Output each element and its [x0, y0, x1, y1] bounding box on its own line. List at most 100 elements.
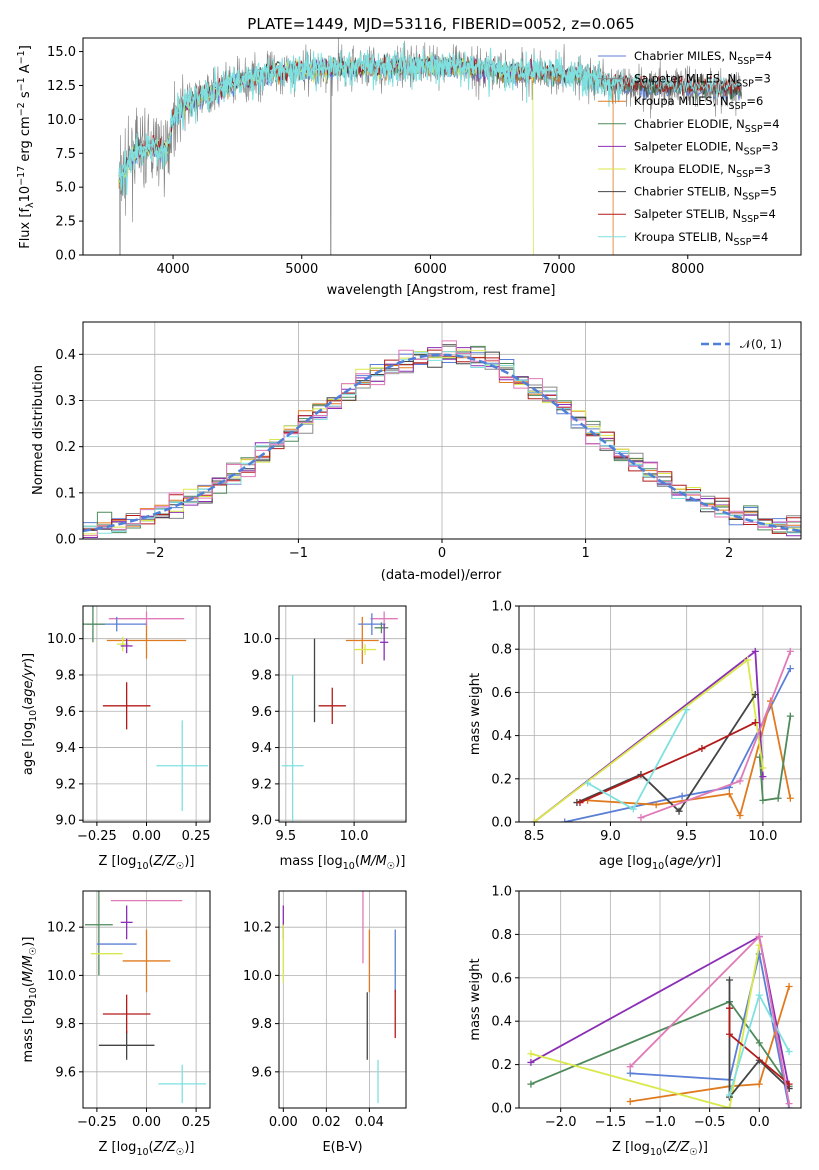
weight-marker-kroupa_stelib	[755, 991, 763, 999]
y-tick-label: 9.6	[251, 705, 272, 720]
x-axis-label: Z [log10(Z/Z☉)]	[612, 1140, 708, 1158]
normal-curve	[83, 353, 801, 533]
y-tick-label: 9.8	[55, 668, 76, 683]
y-tick-label: 0.4	[491, 729, 512, 744]
y-tick-label: 9.8	[55, 1017, 76, 1032]
weight-marker-kroupa_elodie	[759, 764, 767, 772]
y-tick-label: 10.0	[47, 113, 76, 128]
weight-line-kroupa_elodie	[530, 945, 761, 1108]
y-tick-label: 0.6	[491, 686, 512, 701]
y-tick-label: 9.4	[251, 741, 272, 756]
plot-area	[83, 606, 209, 812]
x-tick-label: 9.0	[600, 829, 621, 844]
panel-age-vs-Z: −0.25 0.00 0.25 9.0 9.2 9.4 9.6 9.8 10.0	[47, 605, 211, 844]
y-tick-label: 9.0	[251, 814, 272, 829]
x-tick-label: 10.0	[340, 829, 369, 844]
legend-entry: Salpeter MILES, NSSP=3	[634, 72, 771, 90]
x-tick-label: −0.5	[694, 1115, 726, 1130]
weight-marker-kroupa_elodie	[726, 1104, 734, 1108]
x-tick-label: 0.25	[182, 829, 211, 844]
x-axis-label: (data-model)/error	[381, 568, 502, 583]
y-axis-label: mass weight	[468, 958, 483, 1040]
weight-marker-chabrier_elodie	[755, 1039, 763, 1047]
chart-title: PLATE=1449, MJD=53116, FIBERID=0052, z=0…	[247, 15, 634, 33]
y-tick-label: 9.6	[55, 705, 76, 720]
y-tick-label: 10.0	[47, 632, 76, 647]
y-tick-label: 0.0	[55, 249, 76, 264]
y-tick-label: 10.0	[47, 969, 76, 984]
y-tick-label: 2.5	[55, 215, 76, 230]
axes-frame	[82, 37, 802, 256]
weight-marker-chabrier_stelib	[726, 976, 734, 984]
weight-marker-kroupa_elodie	[527, 1050, 535, 1058]
y-tick-label: 9.8	[251, 1017, 272, 1032]
x-tick-label: 8.5	[524, 829, 545, 844]
y-tick-label: 9.6	[55, 1065, 76, 1080]
plot-area	[118, 38, 742, 255]
x-tick-label: 6000	[414, 262, 447, 277]
legend-entry: Salpeter ELODIE, NSSP=3	[634, 139, 778, 157]
y-tick-label: 12.5	[47, 79, 76, 94]
y-axis-label: mass weight	[468, 673, 483, 755]
plot-area	[530, 647, 794, 822]
weight-marker-chabrier_miles	[678, 792, 686, 800]
panel-residuals: −2 −1 0 1 2 0.0 0.1 0.2 0.3 0.4	[55, 321, 802, 561]
weight-marker-salpeter_elodie	[527, 1058, 535, 1066]
weight-marker-chabrier_stelib	[751, 691, 759, 699]
weight-marker-kroupa_miles	[755, 1080, 763, 1088]
x-tick-label: 0.04	[355, 1115, 384, 1130]
plot-area	[282, 891, 396, 1104]
axes-frame	[278, 605, 407, 823]
legend-entry: Chabrier STELIB, NSSP=5	[634, 185, 777, 203]
panel-massweight-vs-age: 8.5 9.0 9.5 10.0 0.0 0.2 0.4 0.6 0.8 1.0	[491, 600, 802, 844]
weight-marker-pink	[637, 814, 645, 822]
y-tick-label: 9.6	[251, 1065, 272, 1080]
y-tick-label: 0.0	[491, 1102, 512, 1117]
y-tick-label: 9.2	[251, 777, 272, 792]
x-tick-label: −1.5	[595, 1115, 627, 1130]
axes-frame	[82, 605, 211, 823]
x-axis-label: wavelength [Angstrom, rest frame]	[327, 283, 556, 298]
weight-marker-salpeter_stelib	[785, 1080, 793, 1088]
legend-entry: Kroupa MILES, NSSP=6	[634, 94, 763, 112]
y-tick-label: 10.2	[243, 921, 272, 936]
panel-spectrum: 4000 5000 6000 7000 8000 0.0 2.5 5.0 7.5 10.0 12.5…	[47, 37, 802, 277]
weight-marker-chabrier_stelib	[675, 807, 683, 815]
legend-entry: Kroupa ELODIE, NSSP=3	[634, 162, 771, 180]
legend-entry: 𝒩(0, 1)	[740, 337, 782, 351]
x-axis-label: E(B-V)	[322, 1140, 362, 1155]
weight-marker-kroupa_stelib	[584, 779, 592, 787]
weight-marker-pink	[755, 933, 763, 941]
weight-marker-chabrier_elodie	[786, 712, 794, 720]
weight-line-kroupa_stelib	[587, 709, 688, 811]
x-tick-label: 0	[438, 546, 446, 561]
weight-line-pink	[640, 651, 792, 819]
x-tick-label: 7000	[543, 262, 576, 277]
panel-age-vs-mass: 9.5 10.0 9.0 9.2 9.4 9.6 9.8 10.0	[243, 605, 407, 844]
y-axis-label: mass [log10(M/M☉)]	[21, 937, 39, 1063]
legend-entry: Chabrier ELODIE, NSSP=4	[634, 117, 780, 135]
plot-area	[281, 611, 398, 822]
x-tick-label: 0.00	[132, 829, 161, 844]
weight-marker-salpeter_elodie	[759, 773, 767, 781]
y-axis-label: Flux [fλ10−17 erg cm−2 s−1 A−1]	[16, 45, 36, 249]
y-tick-label: 0.6	[491, 971, 512, 986]
y-tick-label: 0.3	[55, 394, 76, 409]
y-tick-label: 15.0	[47, 45, 76, 60]
weight-marker-salpeter_stelib	[576, 799, 584, 807]
weight-marker-chabrier_miles	[561, 818, 569, 822]
weight-line-kroupa_miles	[587, 700, 792, 819]
weight-marker-kroupa_miles	[725, 790, 733, 798]
x-tick-label: −2.0	[545, 1115, 577, 1130]
weight-marker-chabrier_elodie	[774, 794, 782, 802]
y-tick-label: 0.4	[55, 348, 76, 363]
y-tick-label: 0.0	[55, 533, 76, 548]
weight-line-chabrier_miles	[564, 668, 792, 822]
y-axis-label: age [log10(age/yr)]	[21, 653, 39, 775]
weight-marker-kroupa_stelib	[726, 1091, 734, 1099]
x-tick-label: 0.25	[182, 1115, 211, 1130]
model-spectrum-kroupa_miles	[118, 57, 614, 255]
weight-line-chabrier_elodie	[758, 716, 792, 802]
y-tick-label: 5.0	[55, 181, 76, 196]
weight-marker-chabrier_miles	[786, 665, 794, 673]
